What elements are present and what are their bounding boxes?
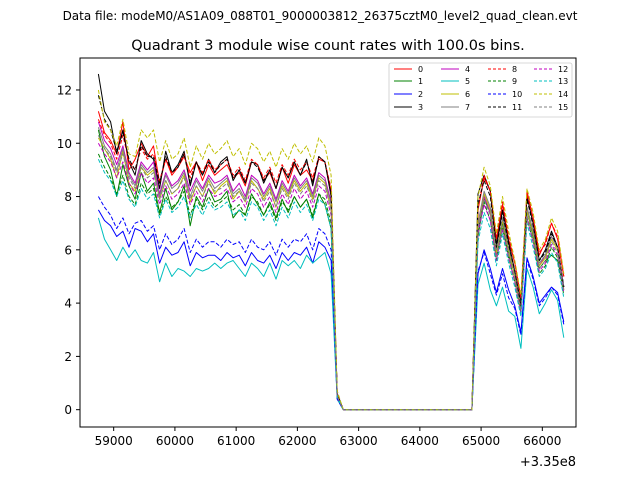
y-tick-label: 2 [64,350,72,364]
x-tick-label: 64000 [401,434,439,448]
x-tick-label: 61000 [217,434,255,448]
chart-suptitle: Data file: modeM0/AS1A09_088T01_90000038… [63,9,578,23]
y-tick-label: 12 [57,83,72,97]
series-line-9 [97,153,565,411]
y-tick-label: 8 [64,190,72,204]
x-axis: 59000 60000 61000 62000 63000 64000 65000 66000 [95,427,561,448]
legend-label-13: 13 [558,77,568,86]
legend-label-15: 15 [558,103,568,112]
series-line-14 [97,89,565,411]
series-line-13 [97,158,565,411]
series-line-10 [97,196,565,411]
series-line-11 [97,95,565,411]
legend-label-12: 12 [558,65,568,74]
y-tick-label: 6 [64,243,72,257]
legend-label-3: 3 [418,103,423,112]
x-offset-label: +3.35e8 [520,455,576,470]
legend-label-4: 4 [465,65,470,74]
series-layer [97,73,565,411]
legend-label-11: 11 [512,103,522,112]
x-tick-label: 62000 [278,434,316,448]
legend-label-1: 1 [418,77,423,86]
plot-frame [79,57,577,428]
y-tick-label: 0 [64,403,72,417]
legend-label-6: 6 [465,90,470,99]
x-tick-label: 63000 [340,434,378,448]
legend-box [388,62,573,118]
legend-label-5: 5 [465,77,470,86]
x-tick-label: 59000 [95,434,133,448]
y-axis: 0 2 4 6 8 10 12 [57,83,80,417]
legend-label-8: 8 [512,65,517,74]
legend-label-0: 0 [418,65,423,74]
legend-label-9: 9 [512,77,517,86]
legend-label-10: 10 [512,90,522,99]
y-tick-label: 4 [64,297,72,311]
x-tick-label: 66000 [523,434,561,448]
legend-label-14: 14 [558,90,568,99]
y-tick-label: 10 [57,137,72,151]
legend-label-2: 2 [418,90,423,99]
chart-title: Quadrant 3 module wise count rates with … [131,38,525,54]
series-line-5 [97,217,565,411]
x-tick-label: 65000 [462,434,500,448]
legend-label-7: 7 [465,103,470,112]
x-tick-label: 60000 [156,434,194,448]
series-line-0 [97,111,565,411]
